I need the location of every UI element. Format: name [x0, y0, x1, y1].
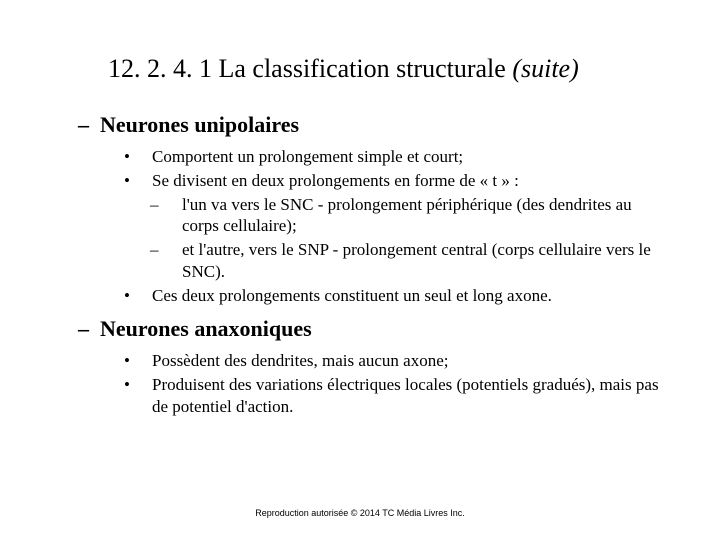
section-heading-2: –Neurones anaxoniques — [78, 316, 660, 342]
bullet-item: •Comportent un prolongement simple et co… — [138, 146, 660, 168]
slide-title: 12. 2. 4. 1 La classification structural… — [108, 54, 660, 84]
dash-icon: – — [78, 316, 100, 342]
bullet-text: Ces deux prolongements constituent un se… — [152, 286, 552, 305]
sub-dash-item: –et l'autre, vers le SNP - prolongement … — [166, 239, 660, 283]
dash-icon: – — [166, 239, 182, 261]
footer-copyright: Reproduction autorisée © 2014 TC Média L… — [0, 508, 720, 518]
sub-dash-text: et l'autre, vers le SNP - prolongement c… — [182, 240, 651, 281]
sub-dash-text: l'un va vers le SNC - prolongement périp… — [182, 195, 632, 236]
title-text: La classification structurale — [219, 54, 506, 83]
bullet-text: Produisent des variations électriques lo… — [152, 375, 659, 416]
heading-1-text: Neurones unipolaires — [100, 112, 299, 137]
bullet-item: •Ces deux prolongements constituent un s… — [138, 285, 660, 307]
bullet-icon: • — [138, 170, 152, 192]
dash-icon: – — [166, 194, 182, 216]
bullet-item: •Produisent des variations électriques l… — [138, 374, 660, 418]
bullet-icon: • — [138, 285, 152, 307]
sub-dash-item: –l'un va vers le SNC - prolongement péri… — [166, 194, 660, 238]
section-heading-1: –Neurones unipolaires — [78, 112, 660, 138]
title-number: 12. 2. 4. 1 — [108, 54, 212, 83]
bullet-text: Comportent un prolongement simple et cou… — [152, 147, 463, 166]
bullet-text: Possèdent des dendrites, mais aucun axon… — [152, 351, 449, 370]
slide: 12. 2. 4. 1 La classification structural… — [0, 0, 720, 540]
bullet-item: •Possèdent des dendrites, mais aucun axo… — [138, 350, 660, 372]
bullet-icon: • — [138, 350, 152, 372]
bullet-item: •Se divisent en deux prolongements en fo… — [138, 170, 660, 192]
dash-icon: – — [78, 112, 100, 138]
title-suffix: (suite) — [512, 54, 578, 83]
bullet-text: Se divisent en deux prolongements en for… — [152, 171, 519, 190]
heading-2-text: Neurones anaxoniques — [100, 316, 312, 341]
bullet-icon: • — [138, 146, 152, 168]
bullet-icon: • — [138, 374, 152, 396]
